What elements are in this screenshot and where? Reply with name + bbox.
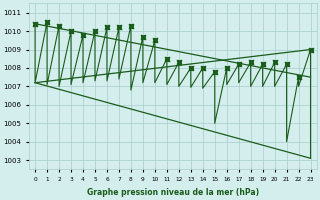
X-axis label: Graphe pression niveau de la mer (hPa): Graphe pression niveau de la mer (hPa) bbox=[87, 188, 259, 197]
